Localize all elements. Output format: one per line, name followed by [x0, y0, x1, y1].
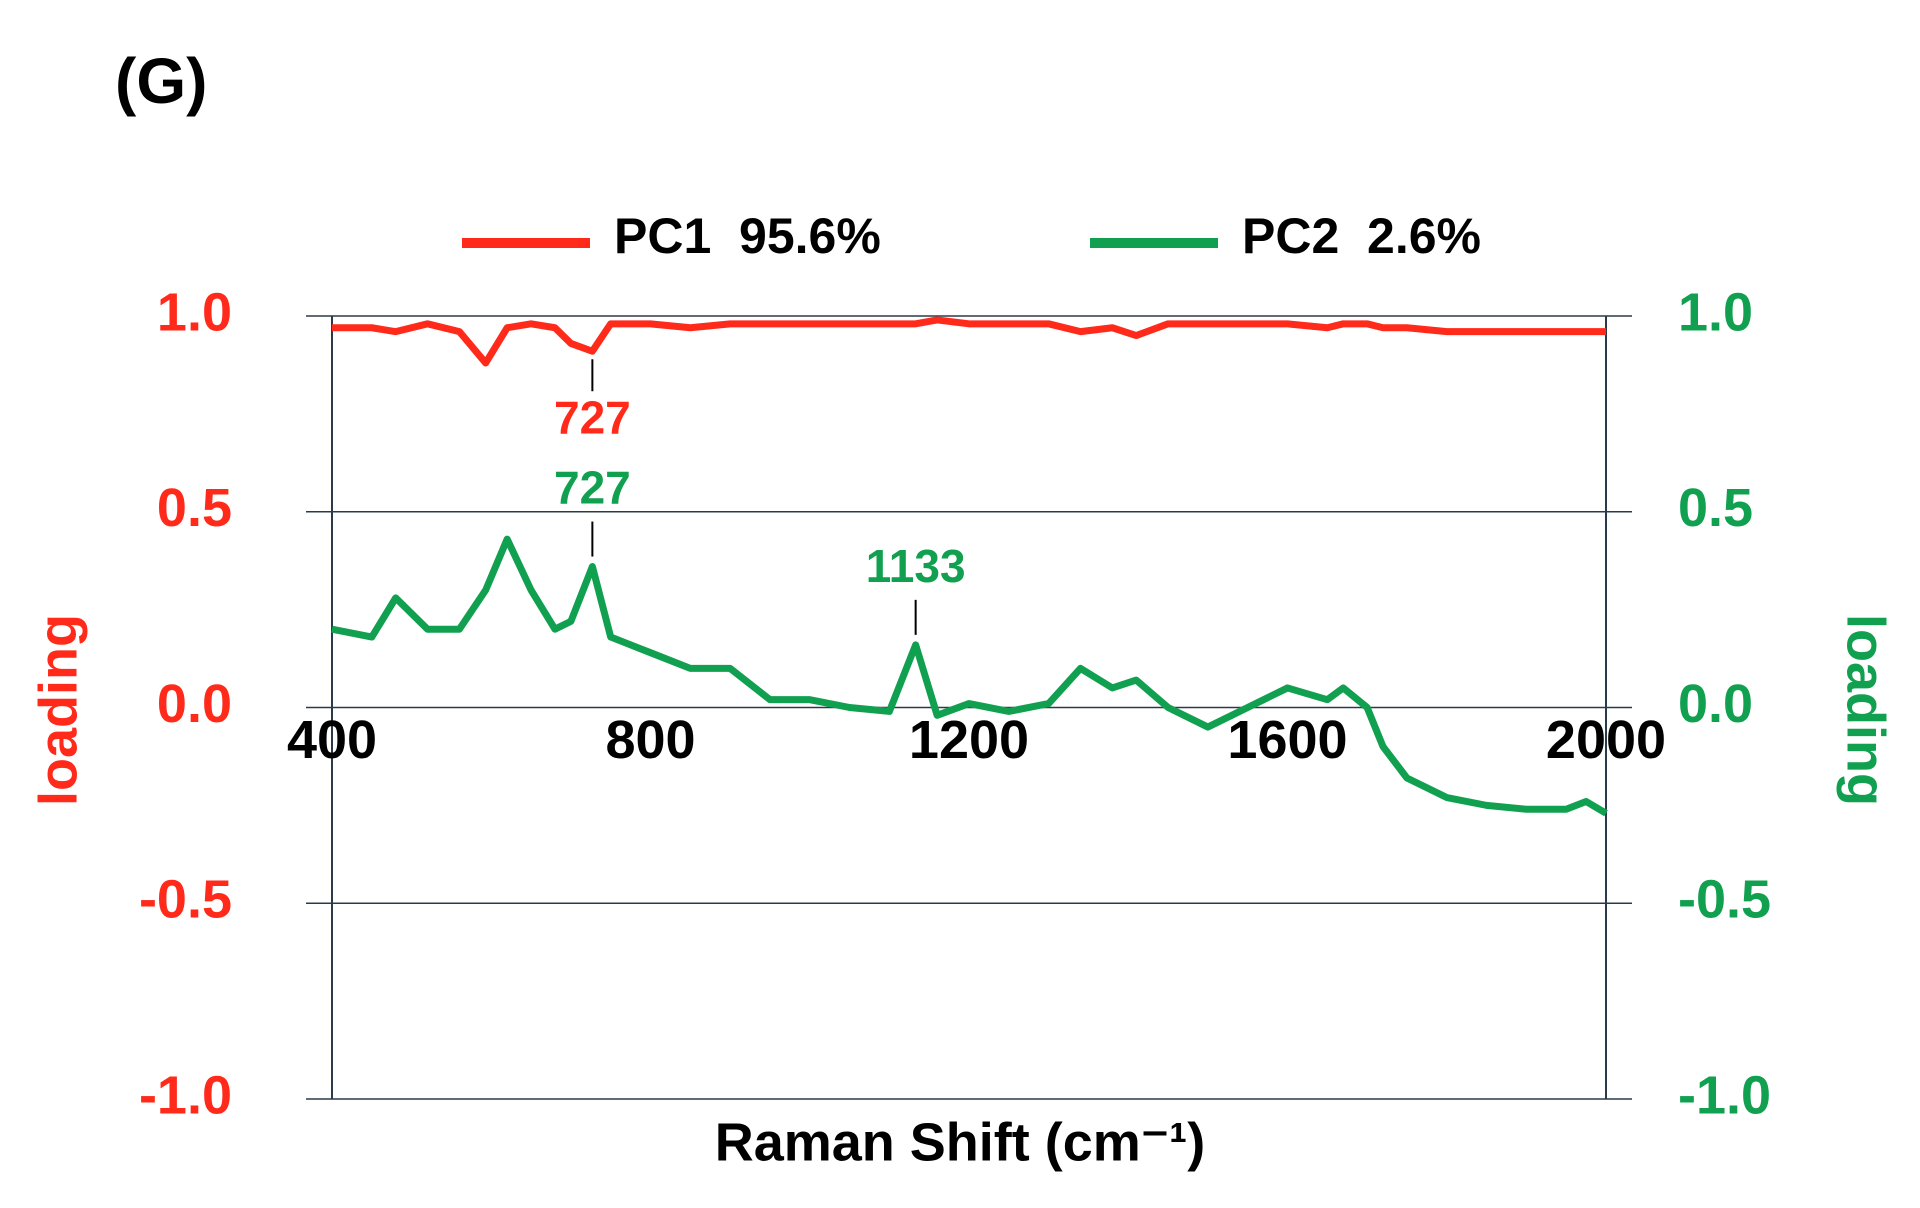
y2-tick-label: 0.0	[1678, 674, 1753, 734]
y2-tick-label: -1.0	[1678, 1065, 1771, 1125]
series-line	[331, 535, 1608, 817]
y2-tick-label: 0.5	[1678, 478, 1753, 538]
y-tick-label: 0.0	[157, 674, 232, 734]
y-tick-label: 1.0	[157, 282, 232, 342]
legend-label: PC2 2.6%	[1242, 208, 1481, 264]
x-tick-label: 2000	[1546, 710, 1666, 770]
y-tick-label: -1.0	[139, 1065, 232, 1125]
y2-axis-label: loading	[1836, 614, 1896, 806]
annotation-label: 1133	[866, 540, 966, 592]
y-axis-label: loading	[28, 614, 88, 806]
x-tick-label: 800	[605, 710, 695, 770]
x-tick-label: 1600	[1227, 710, 1347, 770]
series-line	[332, 316, 1606, 367]
y-tick-label: 0.5	[157, 478, 232, 538]
chart-title: (G)	[115, 45, 207, 117]
annotation-label: 727	[554, 391, 631, 443]
x-tick-label: 1200	[909, 710, 1029, 770]
legend-label: PC1 95.6%	[614, 208, 881, 264]
y-tick-label: -0.5	[139, 870, 232, 930]
y2-tick-label: 1.0	[1678, 282, 1753, 342]
y2-tick-label: -0.5	[1678, 870, 1771, 930]
annotation-label: 727	[554, 462, 631, 514]
x-axis-label: Raman Shift (cm⁻¹)	[715, 1112, 1206, 1172]
x-tick-label: 400	[287, 710, 377, 770]
